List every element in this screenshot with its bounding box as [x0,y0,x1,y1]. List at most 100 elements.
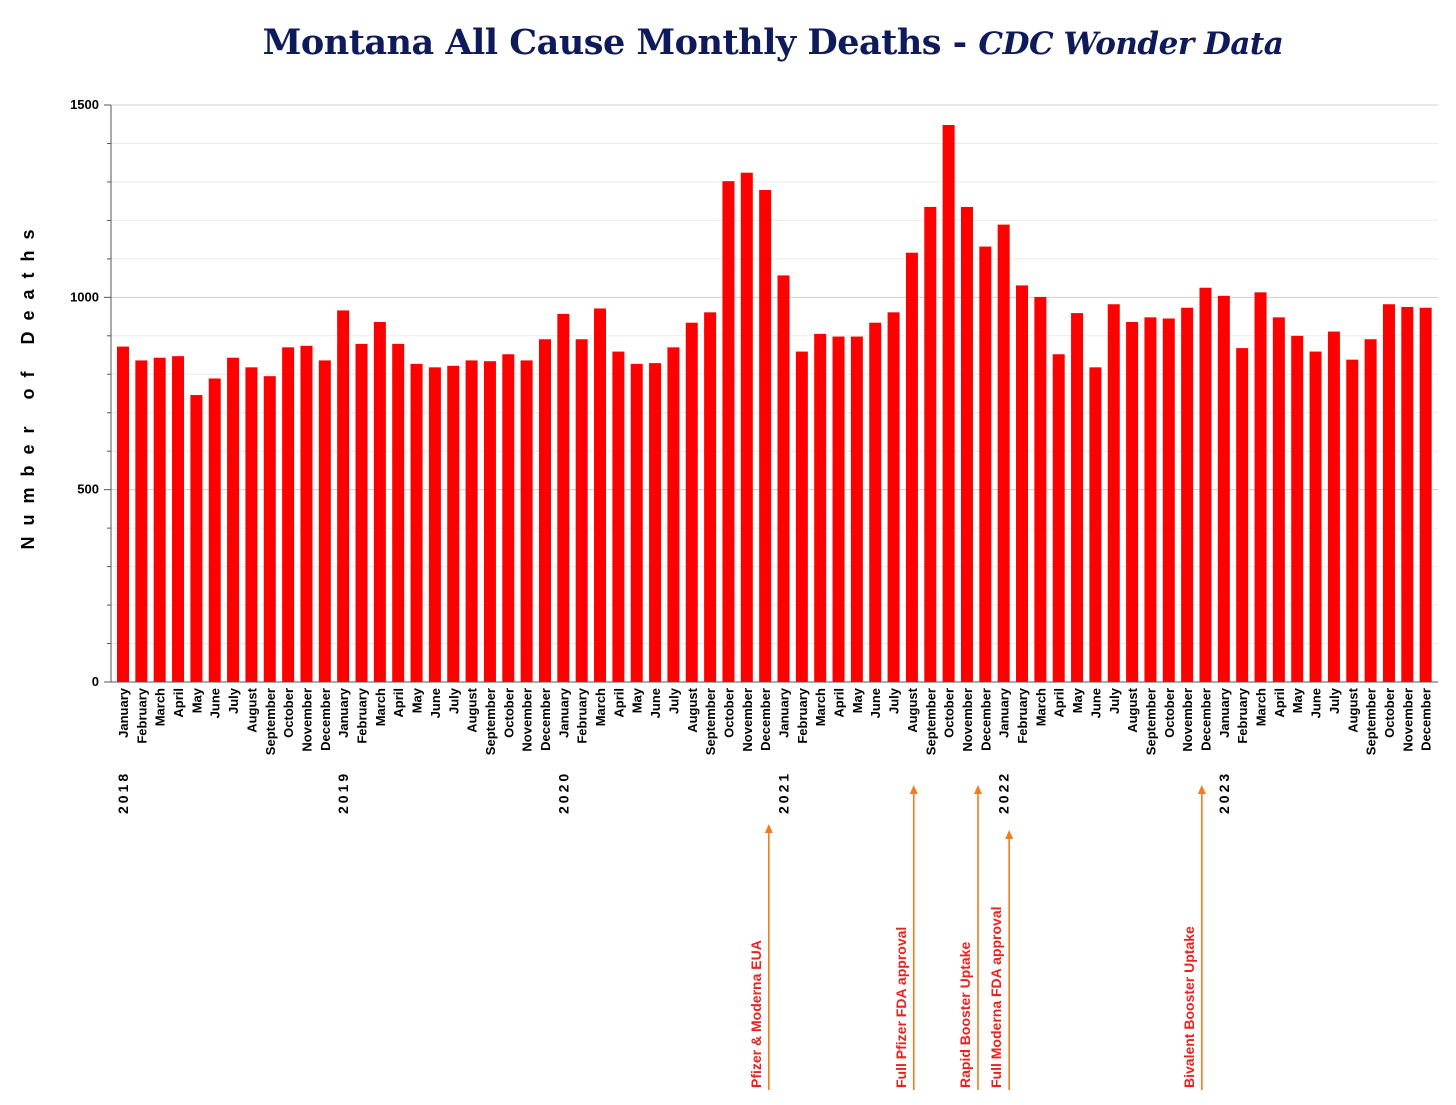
x-tick-label: May [189,687,204,713]
bar [245,367,258,682]
bar [740,172,753,682]
bar [667,347,680,682]
bar [997,224,1010,682]
bar [410,363,423,682]
bar [1089,367,1102,682]
bar [850,336,863,682]
x-tick-label: April [1052,688,1067,718]
bar [924,206,937,683]
bar [759,190,772,682]
bar [1346,359,1359,682]
year-label: 2021 [776,771,792,814]
x-tick-label: March [153,688,168,726]
x-tick-label: August [1345,687,1360,732]
x-tick-label: December [318,688,333,751]
bar [557,313,570,682]
x-tick-label: August [244,687,259,732]
year-label: 2020 [555,771,571,814]
annotation-label: Full Pfizer FDA approval [893,927,909,1088]
x-tick-label: October [281,688,296,738]
x-tick-label: August [1125,687,1140,732]
x-tick-label: July [226,687,241,714]
x-tick-label: February [355,687,370,743]
bar [282,347,295,682]
x-tick-label: June [1309,688,1324,718]
bars [117,125,1432,683]
x-tick-label: June [428,688,443,718]
x-tick-label: March [813,688,828,726]
x-tick-label: October [1382,688,1397,738]
chart-title-main: Montana All Cause Monthly Deaths [262,22,942,63]
annotation-arrowhead [973,785,982,794]
x-tick-label: January [777,687,792,738]
bar [190,395,203,682]
x-tick-label: March [373,688,388,726]
bar [300,345,313,682]
x-tick-label: November [740,688,755,752]
bar [1162,318,1175,682]
x-tick-label: July [1107,687,1122,714]
year-label: 2023 [1216,771,1232,814]
annotation-arrowhead [1197,785,1206,794]
bar [649,363,662,682]
x-tick-label: September [483,688,498,755]
x-tick-label: July [446,687,461,714]
bar [1144,317,1157,682]
x-tick-label: September [1364,688,1379,755]
x-tick-label: November [960,688,975,752]
x-tick-label: June [1088,688,1103,718]
annotation-label: Pfizer & Moderna EUA [748,940,764,1088]
bar [355,343,368,682]
x-tick-label: November [1400,688,1415,752]
bar [428,367,441,682]
x-tick-label: April [391,688,406,718]
y-axis: 0 500 1000 1500 [70,97,112,689]
chart-subtitle: CDC Wonder Data [978,26,1284,62]
x-tick-label: March [1033,688,1048,726]
bar [1071,313,1084,682]
bar [960,206,973,683]
x-tick-label: August [465,687,480,732]
bar [814,333,827,682]
x-tick-label: December [1419,688,1434,751]
bar [795,351,808,682]
x-tick-label: February [134,687,149,743]
bar [318,360,331,682]
bar [373,321,386,682]
bar [1107,304,1120,682]
y-tick-label: 1500 [70,97,99,112]
x-tick-label: April [1272,688,1287,718]
bar [777,275,790,682]
x-tick-label: December [758,688,773,751]
bar [1217,295,1230,682]
bar [263,376,276,682]
bar [172,356,185,682]
x-tick-label: November [1180,688,1195,752]
bar [1016,285,1029,682]
bar [1419,307,1432,682]
x-tick-label: April [171,688,186,718]
bar [979,246,992,683]
x-tick-label: May [850,687,865,713]
x-tick-label: December [978,688,993,751]
x-tick-label: May [1290,687,1305,713]
bar [905,252,918,682]
x-tick-label: October [942,688,957,738]
bar [392,343,405,682]
bar [887,312,900,682]
annotation-label: Rapid Booster Uptake [957,942,973,1088]
x-tick-label: August [685,687,700,732]
x-tick-label: September [923,688,938,755]
x-tick-label: June [648,688,663,718]
bar [337,310,350,682]
bar [483,361,496,682]
bar [1126,321,1139,682]
bar [227,357,240,682]
bar [594,308,607,682]
x-tick-label: January [997,687,1012,738]
x-tick-label: February [575,687,590,743]
gridlines [111,104,1438,645]
x-tick-label: February [795,687,810,743]
bar [942,125,955,682]
bar [1181,307,1194,682]
